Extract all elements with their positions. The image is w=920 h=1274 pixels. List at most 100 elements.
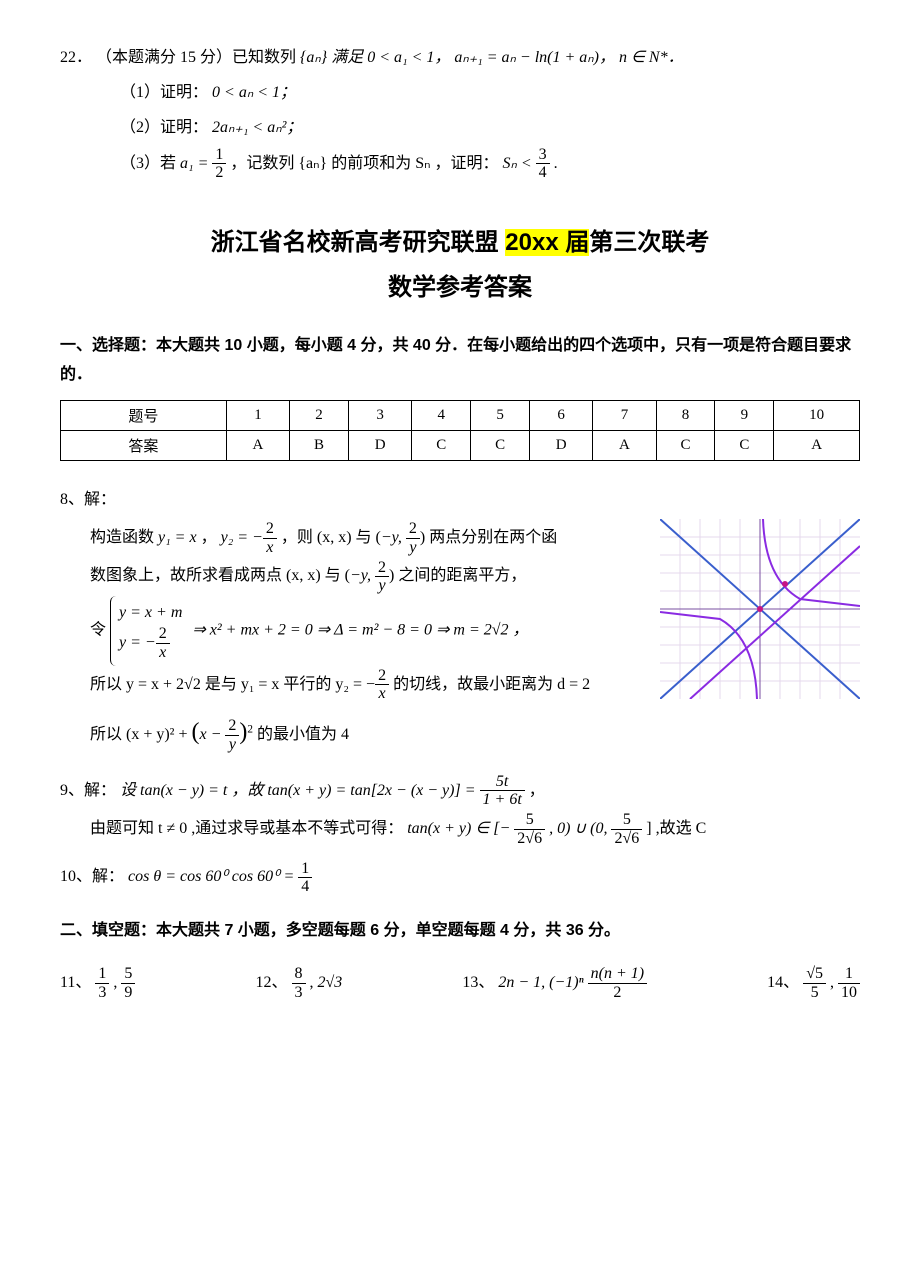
q22-prefix: （本题满分 15 分）已知数列 xyxy=(96,49,296,66)
num: 2 xyxy=(406,520,420,539)
q22-snlt: Sₙ < xyxy=(503,155,536,172)
den: 2√6 xyxy=(514,830,545,848)
frac-2-x: 2x xyxy=(263,520,277,556)
text: 之间的距离平方， xyxy=(398,567,526,584)
den: 9 xyxy=(121,984,135,1002)
math: y₁ = x xyxy=(158,529,197,546)
num: 2 xyxy=(156,625,170,644)
q22-number: 22． xyxy=(60,49,92,66)
section1-heading: 一、选择题：本大题共 10 小题，每小题 4 分，共 40 分．在每小题给出的四… xyxy=(60,332,860,390)
den: x xyxy=(156,644,170,662)
ans-cell: C xyxy=(471,430,530,460)
q22-part1-body: 0 < aₙ < 1； xyxy=(212,84,296,101)
col-num: 3 xyxy=(348,400,411,430)
math: y₂ = − xyxy=(221,529,263,546)
den: 2 xyxy=(588,984,647,1002)
text: 由题可知 t ≠ 0 ,通过求导或基本不等式可得： xyxy=(90,820,403,837)
col-num: 8 xyxy=(656,400,715,430)
num: 2 xyxy=(375,667,389,686)
case2: y = −2x xyxy=(119,625,182,661)
center-dot xyxy=(757,606,763,612)
q22-cond: 满足 0 < a₁ < 1， aₙ₊₁ = aₙ − ln(1 + aₙ)， n… xyxy=(331,49,683,66)
q-label: 13、 xyxy=(462,974,494,991)
frac-3-4: 3 4 xyxy=(536,146,550,182)
q-label: 11、 xyxy=(60,974,91,991)
exam-title-line1: 浙江省名校新高考研究联盟 20xx 届第三次联考 xyxy=(60,222,860,257)
num: 1 xyxy=(298,860,312,879)
frac-2-y: 2y xyxy=(225,717,239,753)
frac-1-2: 1 2 xyxy=(212,146,226,182)
ans-cell: B xyxy=(290,430,349,460)
den: 3 xyxy=(95,984,109,1002)
ans-cell: D xyxy=(348,430,411,460)
q13: 13、 2n − 1, (−1)ⁿ n(n + 1)2 xyxy=(462,965,647,1001)
col-num: 10 xyxy=(774,400,860,430)
q22-part2-body: 2aₙ₊₁ < aₙ²； xyxy=(212,119,302,136)
math: , 0) ∪ (0, xyxy=(549,820,611,837)
sol9-l1: 设 tan(x − y) = t ，故 tan(x + y) = tan[2x … xyxy=(120,782,480,799)
col-num: 1 xyxy=(226,400,289,430)
num: n(n + 1) xyxy=(588,965,647,984)
col-num: 2 xyxy=(290,400,349,430)
text: 数图象上，故所求看成两点 (x, x) 与 xyxy=(90,567,345,584)
text: 令 xyxy=(90,621,110,638)
den: 1 + 6t xyxy=(480,791,525,809)
col-num: 5 xyxy=(471,400,530,430)
q22-part3: （3）若 a₁ = 1 2 ，记数列 {aₙ} 的前项和为 Sₙ ，证明： Sₙ… xyxy=(60,146,860,182)
num: 8 xyxy=(292,965,306,984)
frac-5-2r6-a: 52√6 xyxy=(514,811,545,847)
text: 所以 y = x + 2√2 是与 y₁ = x 平行的 y₂ = − xyxy=(90,676,375,693)
num: 2 xyxy=(375,559,389,578)
val: 2n − 1, xyxy=(498,974,545,991)
q22-part2-label: （2）证明： xyxy=(120,119,208,136)
ans-cell: D xyxy=(530,430,593,460)
text: 的最小值为 4 xyxy=(257,726,349,743)
num: 5t xyxy=(480,773,525,792)
val: (−1)ⁿ xyxy=(549,974,588,991)
solution-8: 8、解： 构造函数 y₁ = xyxy=(60,481,860,762)
q14: 14、 √55 , 110 xyxy=(767,965,860,1001)
math: −y, xyxy=(381,529,406,546)
table-row-answers: 答案 A B D C C D A C C A xyxy=(61,430,860,460)
solution-9: 9、解： 设 tan(x − y) = t ，故 tan(x + y) = ta… xyxy=(60,772,860,849)
q22-part3-label: （3）若 xyxy=(120,155,180,172)
header-label: 题号 xyxy=(61,400,227,430)
den: x xyxy=(375,685,389,703)
num: 2 xyxy=(225,717,239,736)
q22-part2: （2）证明： 2aₙ₊₁ < aₙ²； xyxy=(60,110,860,145)
math: −y, xyxy=(350,567,375,584)
num: √5 xyxy=(803,965,826,984)
ans-cell: C xyxy=(715,430,774,460)
solution-8-graph xyxy=(660,519,860,699)
den: y xyxy=(375,577,389,595)
q12: 12、 83 , 2√3 xyxy=(255,965,342,1001)
tangent-dot xyxy=(782,581,788,587)
den: 4 xyxy=(536,164,550,182)
num: 5 xyxy=(121,965,135,984)
sol8-line5: 所以 (x + y)² + (x − 2y)2 的最小值为 4 xyxy=(60,704,860,762)
math: y = − xyxy=(119,634,156,651)
problem-22: 22． （本题满分 15 分）已知数列 {aₙ} 满足 0 < a₁ < 1， … xyxy=(60,40,860,182)
sol10-body: cos θ = cos 60⁰ cos 60⁰ = xyxy=(128,868,298,885)
solution-10: 10、解： cos θ = cos 60⁰ cos 60⁰ = 1 4 xyxy=(60,858,860,896)
q22-set: {aₙ} xyxy=(300,49,327,66)
ans-cell: A xyxy=(593,430,656,460)
ans-cell: C xyxy=(412,430,471,460)
col-num: 6 xyxy=(530,400,593,430)
frac-r5-5: √55 xyxy=(803,965,826,1001)
graph-svg xyxy=(660,519,860,699)
num: 5 xyxy=(611,811,642,830)
frac-1-10: 110 xyxy=(838,965,860,1001)
den: 3 xyxy=(292,984,306,1002)
den: x xyxy=(263,539,277,557)
ans-cell: A xyxy=(226,430,289,460)
q22-part1-label: （1）证明： xyxy=(120,84,208,101)
frac-2-y: 2y xyxy=(375,559,389,595)
q-label: 12、 xyxy=(255,974,287,991)
col-num: 4 xyxy=(412,400,471,430)
text: 的切线，故最小距离为 d = 2 xyxy=(393,676,590,693)
section2-heading: 二、填空题：本大题共 7 小题，多空题每题 6 分，单空题每题 4 分，共 36… xyxy=(60,917,860,946)
sol10-label: 10、解： xyxy=(60,868,124,885)
text: 两点分别在两个函 xyxy=(429,529,557,546)
num: 1 xyxy=(95,965,109,984)
